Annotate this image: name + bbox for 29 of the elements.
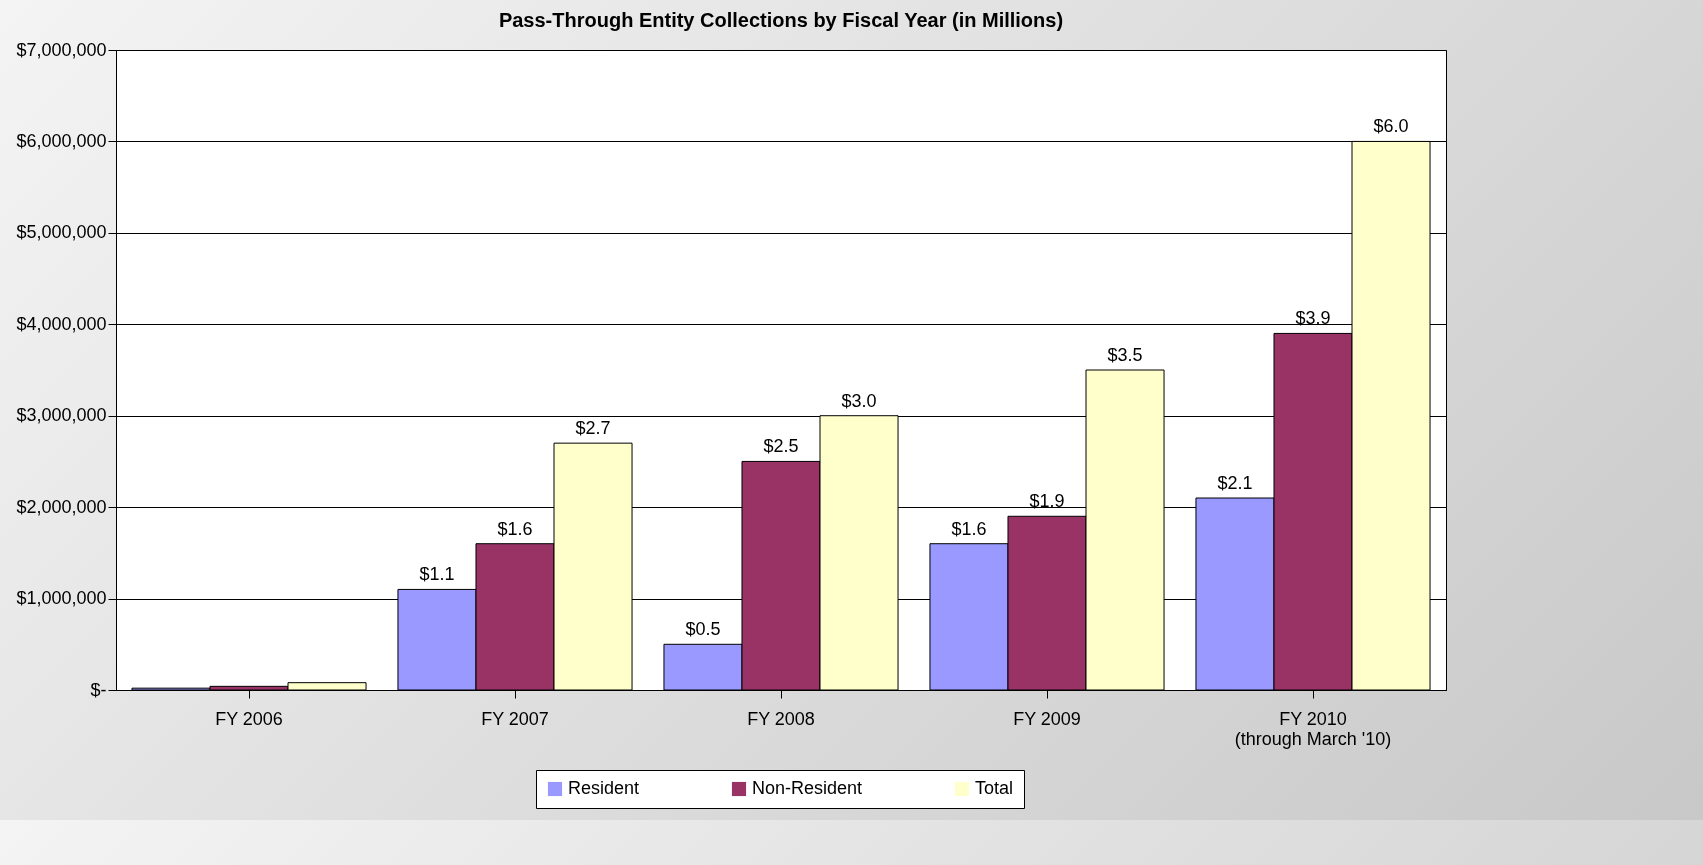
x-tick-label: FY 2006	[215, 708, 283, 729]
y-tick-label: $4,000,000	[16, 313, 107, 334]
chart-title: Pass-Through Entity Collections by Fiscal Year (in Millions)	[498, 9, 1064, 31]
annotation: $1.6	[951, 518, 987, 539]
y-tick-label: $2,000,000	[16, 496, 107, 517]
annotation: $3.0	[841, 390, 877, 411]
annotation: $2.1	[1217, 473, 1253, 493]
y-tick-label: $7,000,000	[16, 39, 107, 60]
annotation: $1.1	[419, 564, 455, 585]
y-tick-label: $1,000,000	[16, 588, 107, 609]
annotation: $3.5	[1107, 345, 1143, 365]
legend-label: Non-Resident	[752, 778, 863, 798]
annotation: $6.0	[1373, 116, 1409, 137]
y-tick-label: $5,000,000	[16, 222, 107, 243]
annotation: $1.6	[497, 518, 533, 539]
x-tick-label: FY 2009	[1013, 708, 1081, 729]
annotation: $2.5	[763, 436, 799, 457]
annotation: $3.9	[1295, 308, 1331, 329]
x-tick-label: FY 2010 (through March '10)	[1234, 708, 1392, 749]
legend-label: Resident	[568, 778, 640, 798]
y-tick-label: $6,000,000	[16, 130, 107, 151]
x-tick-label: FY 2008	[747, 708, 815, 729]
annotation: $1.9	[1029, 491, 1065, 512]
annotation: $0.5	[685, 619, 721, 640]
legend-label: Total	[975, 778, 1014, 798]
y-tick-label: $-	[90, 679, 107, 700]
annotation: $2.7	[575, 418, 611, 439]
x-tick-label: FY 2007	[481, 708, 549, 729]
y-tick-label: $3,000,000	[16, 405, 107, 426]
